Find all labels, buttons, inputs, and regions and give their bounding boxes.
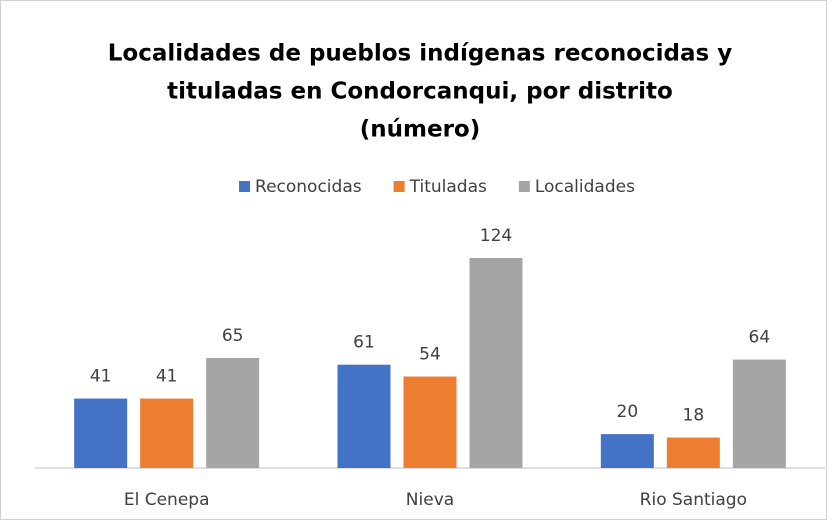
x-tick-label: El Cenepa <box>124 490 210 510</box>
bar <box>337 364 391 468</box>
data-label: 61 <box>353 333 375 353</box>
legend-label: Reconocidas <box>255 177 362 197</box>
bar <box>74 398 128 468</box>
data-label: 20 <box>617 402 639 422</box>
legend-swatch <box>239 181 251 192</box>
bar <box>140 398 194 468</box>
legend-label: Localidades <box>535 177 635 197</box>
x-tick-label: Nieva <box>406 490 454 510</box>
x-tick-label: Rio Santiago <box>640 490 747 510</box>
chart-title: tituladas en Condorcanqui, por distrito <box>167 79 673 105</box>
data-label: 64 <box>749 328 771 348</box>
data-label: 65 <box>222 326 244 346</box>
bar <box>666 437 720 468</box>
chart-title: (número) <box>360 117 480 143</box>
legend-swatch <box>518 181 530 192</box>
data-label: 18 <box>683 406 705 426</box>
chart-title: Localidades de pueblos indígenas reconoc… <box>108 41 732 67</box>
legend-label: Tituladas <box>409 177 487 197</box>
data-label: 41 <box>90 367 112 387</box>
bar <box>469 258 523 468</box>
data-label: 54 <box>419 345 441 365</box>
bar <box>403 376 457 468</box>
data-label: 124 <box>480 226 512 246</box>
bar <box>732 359 786 468</box>
bar <box>600 434 654 468</box>
legend-swatch <box>393 181 405 192</box>
bar <box>206 357 260 468</box>
data-label: 41 <box>156 367 178 387</box>
